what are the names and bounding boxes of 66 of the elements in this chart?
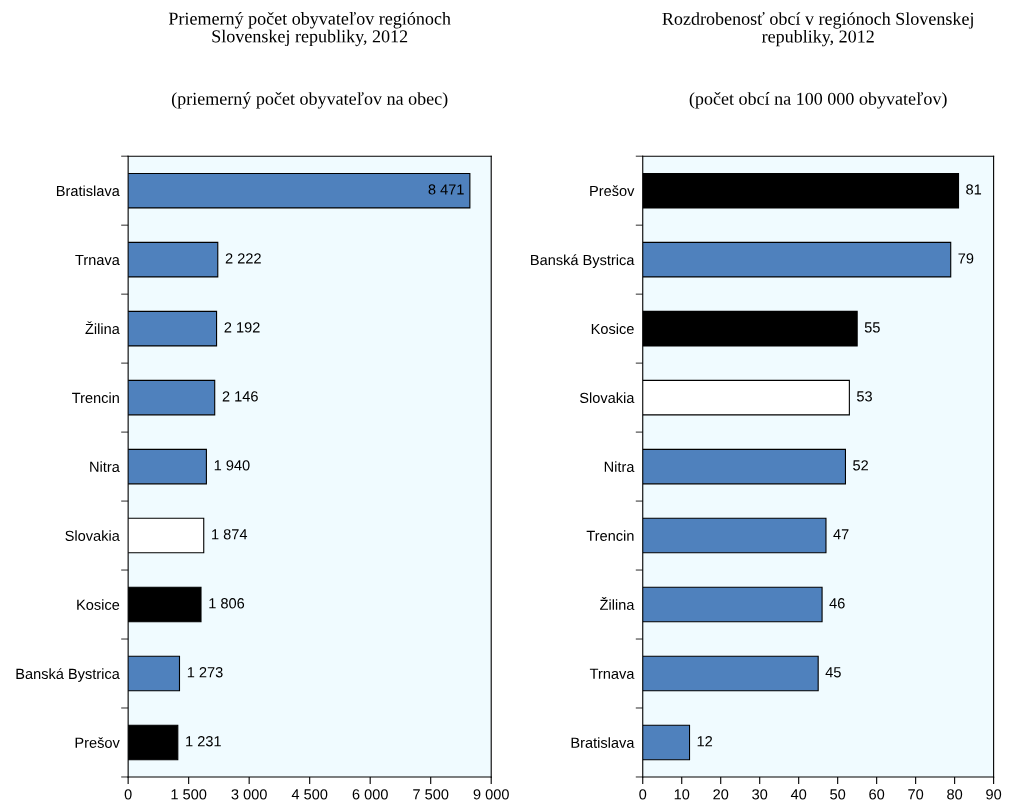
- bar: [642, 586, 823, 623]
- data-label: 46: [829, 598, 845, 609]
- bar: [642, 379, 850, 416]
- bar: [642, 724, 691, 761]
- x-tick-label: 0: [124, 789, 132, 800]
- x-tick-label: 80: [947, 789, 963, 800]
- y-tick-label: Prešov: [75, 737, 120, 748]
- x-tick-label: 40: [790, 789, 807, 800]
- data-label: 53: [856, 391, 872, 402]
- y-tick-label: Žilina: [85, 321, 120, 335]
- data-label: 8 471: [428, 184, 464, 195]
- data-label: 2 146: [222, 391, 258, 402]
- x-tick-label: 20: [713, 789, 729, 800]
- data-label: 2 192: [224, 322, 260, 333]
- x-tick-label: 0: [639, 789, 647, 800]
- y-tick-label: Banská Bystrica: [16, 668, 120, 682]
- x-tick-label: 1 500: [171, 789, 207, 800]
- x-tick-label: 60: [869, 789, 885, 800]
- x-tick-label: 70: [908, 789, 924, 800]
- bar: [642, 310, 858, 347]
- data-label: 1 806: [209, 598, 245, 609]
- x-tick-label: 7 500: [413, 789, 449, 800]
- y-tick-label: Bratislava: [571, 737, 635, 748]
- chart-subtitle: (počet obcí na 100 000 obyvateľov): [689, 92, 947, 109]
- data-label: 55: [864, 322, 880, 333]
- chart-subtitle: (priemerný počet obyvateľov na obec): [171, 92, 448, 109]
- y-tick-label: Slovakia: [65, 530, 120, 541]
- data-label: 52: [853, 460, 868, 471]
- y-tick-label: Trencin: [72, 392, 119, 404]
- y-tick-label: Kosice: [591, 323, 634, 335]
- data-label: 79: [958, 253, 974, 264]
- y-tick-label: Trnava: [589, 668, 635, 679]
- y-tick-label: Trnava: [75, 254, 120, 266]
- x-tick-label: 3 000: [231, 789, 267, 800]
- y-tick-label: Nitra: [90, 461, 120, 473]
- data-label: 45: [825, 667, 841, 678]
- bar: [642, 448, 847, 485]
- data-label: 2 222: [225, 253, 261, 264]
- bar: [642, 172, 960, 209]
- chart-title: Priemerný počet obyvateľov regiónoch Slovenskej republiky, 2012: [168, 12, 451, 47]
- y-tick-label: Trencin: [586, 530, 634, 541]
- x-tick-label: 4 500: [291, 789, 328, 800]
- y-tick-label: Prešov: [590, 185, 635, 197]
- data-label: 47: [833, 529, 849, 540]
- y-tick-label: Žilina: [600, 597, 635, 610]
- data-label: 1 231: [186, 736, 221, 747]
- x-tick-label: 50: [830, 789, 846, 800]
- y-tick-label: Kosice: [77, 599, 120, 610]
- x-tick-label: 10: [674, 789, 690, 800]
- x-tick-label: 30: [752, 789, 768, 800]
- y-tick-label: Slovakia: [579, 392, 635, 404]
- bar: [642, 241, 952, 278]
- chart-title: Rozdrobenosť obcí v regiónoch Slovenskej republiky, 2012: [662, 12, 973, 47]
- data-label: 1 940: [214, 460, 250, 471]
- x-tick-label: 9 000: [473, 789, 509, 800]
- bar: [642, 655, 819, 692]
- data-label: 1 273: [187, 667, 223, 678]
- y-tick-label: Banská Bystrica: [531, 254, 635, 269]
- y-tick-label: Nitra: [604, 461, 635, 473]
- data-label: 81: [966, 184, 982, 195]
- x-tick-label: 6 000: [352, 789, 388, 800]
- y-tick-label: Bratislava: [56, 185, 120, 197]
- data-label: 1 874: [212, 529, 248, 540]
- bar: [642, 517, 827, 554]
- x-tick-label: 90: [986, 789, 1002, 800]
- data-label: 12: [697, 736, 713, 747]
